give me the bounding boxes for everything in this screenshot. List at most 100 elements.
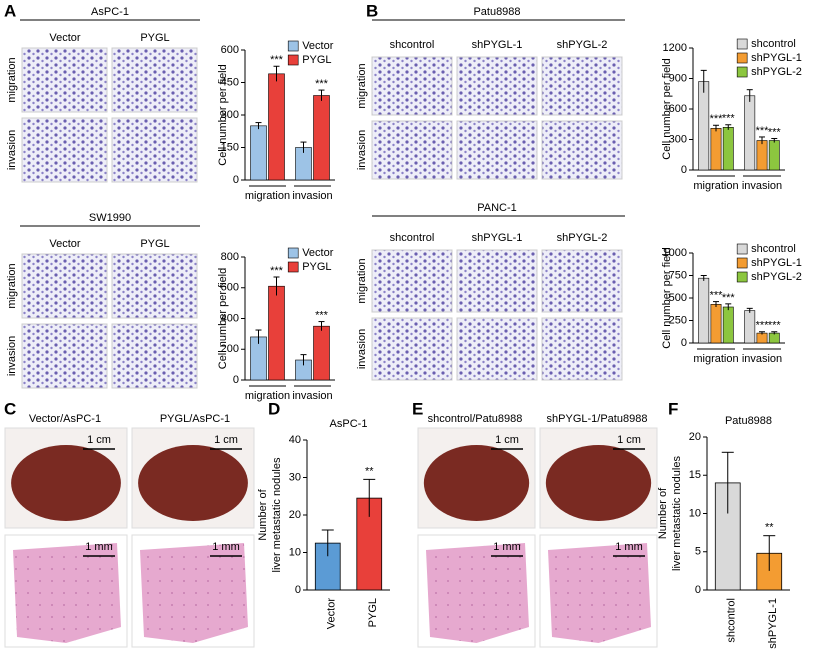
micrograph [541, 56, 623, 116]
significance-label: *** [270, 54, 284, 66]
histology-image [13, 543, 121, 643]
y-axis-label: Cell number per field [661, 58, 673, 160]
grid-title: AsPC-1 [91, 6, 129, 18]
y-tick-label: 0 [233, 174, 239, 186]
y-tick-label: 20 [689, 431, 701, 443]
significance-label: ** [765, 522, 774, 534]
column-label: shcontrol [390, 39, 435, 51]
row-label: invasion [356, 329, 368, 369]
bar [698, 81, 710, 171]
scale-bar-label: 1 mm [212, 541, 240, 553]
micrograph [541, 317, 623, 381]
x-tick-label: invasion [742, 353, 782, 365]
legend-swatch [287, 261, 299, 273]
significance-label: ** [365, 465, 374, 477]
column-label: PYGL [140, 238, 169, 250]
bar [756, 332, 768, 344]
x-tick-label: invasion [292, 190, 332, 202]
scale-bar-label: 1 cm [214, 434, 238, 446]
scale-bar-label: 1 cm [87, 434, 111, 446]
legend-label: PYGL [302, 54, 331, 66]
y-tick-label: 0 [233, 374, 239, 386]
legend-swatch [736, 52, 748, 64]
micrograph [456, 120, 538, 180]
legend-label: Vector [302, 247, 334, 259]
row-label: invasion [6, 336, 18, 376]
panel-label: F [668, 399, 678, 418]
y-tick-label: 600 [221, 282, 239, 294]
x-tick-label: migration [693, 180, 738, 192]
legend-swatch [736, 38, 748, 50]
micrograph [371, 56, 453, 116]
significance-label: *** [756, 125, 770, 137]
micrograph [111, 47, 198, 113]
scale-bar-label: 1 mm [615, 541, 643, 553]
bar [698, 277, 710, 344]
x-tick-label: migration [245, 390, 290, 402]
histology-image [140, 543, 248, 643]
legend-label: shcontrol [751, 243, 796, 255]
scale-bar-label: 1 mm [493, 541, 521, 553]
bar [756, 140, 768, 171]
y-tick-label: 600 [221, 44, 239, 56]
panel-label: D [268, 399, 280, 418]
y-tick-label: 5 [695, 546, 701, 558]
scale-bar-label: 1 cm [495, 434, 519, 446]
scale-bar-label: 1 mm [85, 541, 113, 553]
significance-label: *** [315, 309, 329, 321]
bar [250, 125, 267, 181]
x-tick-label: shPYGL-1 [767, 598, 779, 649]
micrograph [456, 56, 538, 116]
significance-label: *** [768, 320, 782, 332]
micrograph [21, 323, 108, 389]
chart-title: AsPC-1 [330, 418, 368, 430]
grid-title: Patu8988 [473, 6, 520, 18]
significance-label: *** [768, 126, 782, 138]
bar [744, 95, 756, 171]
row-label: invasion [6, 130, 18, 170]
significance-label: *** [710, 113, 724, 125]
chart-title: Patu8988 [725, 415, 772, 427]
column-label: shPYGL-2 [557, 39, 608, 51]
column-label: shcontrol/Patu8988 [428, 413, 523, 425]
column-label: shPYGL-1/Patu8988 [547, 413, 648, 425]
column-label: Vector/AsPC-1 [29, 413, 101, 425]
micrograph [371, 120, 453, 180]
column-label: Vector [49, 238, 81, 250]
micrograph [371, 317, 453, 381]
liver-image [423, 445, 530, 521]
y-tick-label: 400 [221, 312, 239, 324]
legend-swatch [736, 257, 748, 269]
y-tick-label: 15 [689, 469, 701, 481]
x-tick-label: PYGL [367, 598, 379, 627]
y-tick-label: 1200 [663, 42, 687, 54]
panel-label: C [4, 399, 16, 418]
bar [722, 306, 734, 344]
y-tick-label: 1000 [663, 247, 687, 259]
legend-label: shcontrol [751, 38, 796, 50]
y-tick-label: 300 [221, 109, 239, 121]
significance-label: *** [315, 78, 329, 90]
bar [722, 127, 734, 171]
y-tick-label: 300 [669, 133, 687, 145]
y-axis-label: Number of [257, 488, 269, 540]
scale-bar-label: 1 cm [617, 434, 641, 446]
row-label: migration [6, 57, 18, 102]
x-tick-label: invasion [742, 180, 782, 192]
micrograph [371, 249, 453, 313]
significance-label: *** [722, 292, 736, 304]
column-label: shcontrol [390, 232, 435, 244]
legend-label: shPYGL-1 [751, 52, 802, 64]
micrograph [21, 47, 108, 113]
liver-image [138, 445, 248, 521]
y-tick-label: 30 [289, 471, 301, 483]
micrograph [21, 117, 108, 183]
grid-title: SW1990 [89, 212, 131, 224]
significance-label: *** [756, 320, 770, 332]
grid-title: PANC-1 [477, 202, 517, 214]
legend-swatch [287, 247, 299, 259]
panel-label: B [366, 1, 378, 20]
y-axis-label: liver metastatic nodules [271, 457, 283, 572]
bar [768, 332, 780, 344]
